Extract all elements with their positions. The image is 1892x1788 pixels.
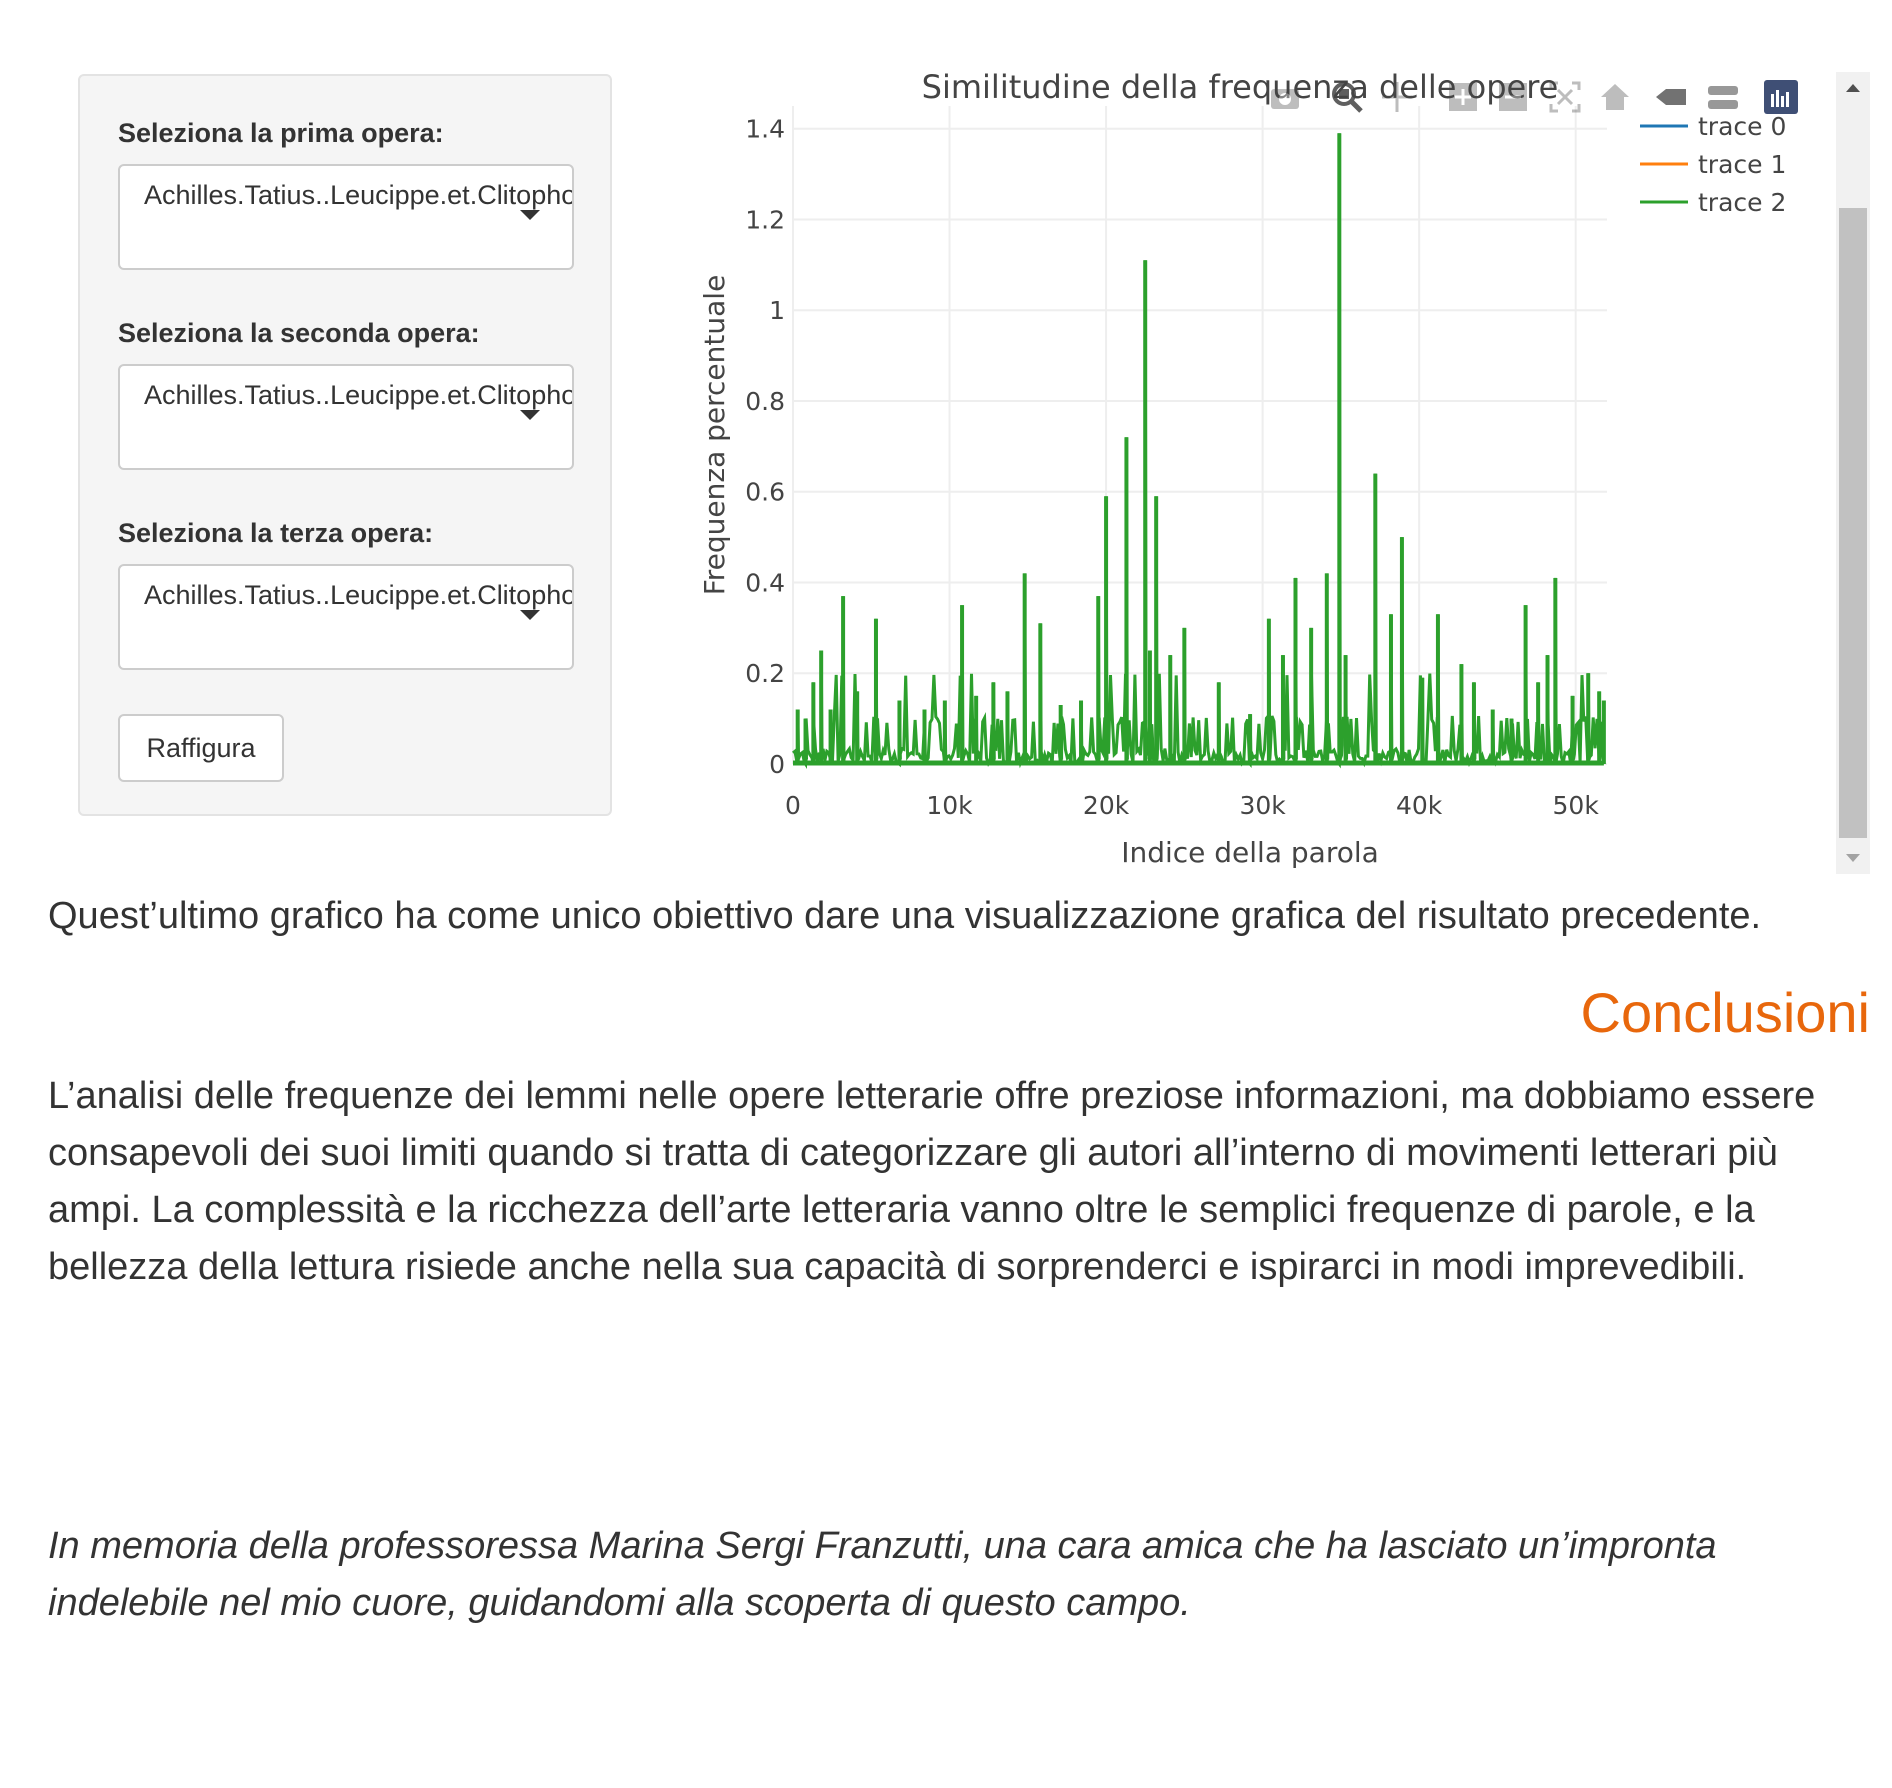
- legend-label-trace-1: trace 1: [1698, 150, 1786, 179]
- frequency-chart[interactable]: 0 0.2 0.4 0.6 0.8 1 1.2 1.4 0 10k 20k 30k 40k 50k Indi…: [680, 60, 1830, 890]
- chevron-down-icon[interactable]: [520, 410, 540, 420]
- x-tick-label: 20k: [1083, 791, 1130, 820]
- y-tick-label: 0: [769, 750, 785, 779]
- y-tick-label: 1: [769, 296, 785, 325]
- second-work-label: Seleziona la seconda opera:: [118, 318, 480, 348]
- autoscale-icon[interactable]: [1548, 80, 1582, 114]
- chart-title: Similitudine della frequenza delle opere: [922, 68, 1559, 106]
- x-tick-label: 30k: [1239, 791, 1286, 820]
- y-tick-label: 1.2: [745, 205, 785, 234]
- zoom-in-icon[interactable]: [1446, 80, 1480, 114]
- first-work-label: Seleziona la prima opera:: [118, 118, 444, 148]
- x-tick-label: 10k: [926, 791, 973, 820]
- third-work-value: Achilles.Tatius..Leucippe.et.Clitophon: [144, 580, 574, 610]
- x-tick-label: 40k: [1396, 791, 1443, 820]
- home-icon[interactable]: [1598, 80, 1632, 114]
- third-work-select[interactable]: Achilles.Tatius..Leucippe.et.Clitophon: [118, 564, 574, 670]
- input-sidebar-panel: Seleziona la prima opera: Achilles.Tatiu…: [78, 74, 612, 816]
- y-tick-label: 0.8: [745, 387, 785, 416]
- spike-lines-icon[interactable]: [1654, 80, 1688, 114]
- scrollbar[interactable]: [1836, 72, 1870, 874]
- compare-hover-icon[interactable]: [1706, 80, 1740, 114]
- y-tick-label: 0.6: [745, 478, 785, 507]
- camera-icon[interactable]: [1268, 80, 1302, 114]
- chevron-down-icon[interactable]: [520, 210, 540, 220]
- x-tick-label: 50k: [1553, 791, 1600, 820]
- y-tick-label: 1.4: [745, 115, 785, 144]
- memorial-paragraph: In memoria della professoressa Marina Se…: [48, 1525, 1717, 1624]
- scrollbar-thumb[interactable]: [1839, 208, 1867, 838]
- chevron-down-icon[interactable]: [520, 610, 540, 620]
- y-axis-title: Frequenza percentuale: [698, 275, 731, 596]
- first-work-select[interactable]: Achilles.Tatius..Leucippe.et.Clitophon: [118, 164, 574, 270]
- series-line-trace-2: [792, 133, 1605, 769]
- y-tick-label: 0.2: [745, 659, 785, 688]
- second-work-select[interactable]: Achilles.Tatius..Leucippe.et.Clitophon: [118, 364, 574, 470]
- chart-description-paragraph: Quest’ultimo grafico ha come unico obiet…: [48, 895, 1762, 937]
- third-work-label: Seleziona la terza opera:: [118, 518, 434, 548]
- plotly-logo-icon[interactable]: [1764, 80, 1798, 114]
- conclusions-paragraph: L’analisi delle frequenze dei lemmi nell…: [48, 1075, 1816, 1288]
- draw-button[interactable]: Raffigura: [118, 714, 284, 782]
- x-axis-title: Indice della parola: [1121, 836, 1379, 869]
- zoom-out-icon[interactable]: [1496, 80, 1530, 114]
- legend-label-trace-0: trace 0: [1698, 112, 1786, 141]
- conclusions-heading: Conclusioni: [1580, 981, 1871, 1044]
- pan-icon[interactable]: [1380, 80, 1414, 114]
- second-work-value: Achilles.Tatius..Leucippe.et.Clitophon: [144, 380, 574, 410]
- y-tick-label: 0.4: [745, 568, 785, 597]
- scroll-down-arrow-icon[interactable]: [1846, 854, 1860, 862]
- x-tick-label: 0: [785, 791, 801, 820]
- legend-label-trace-2: trace 2: [1698, 188, 1786, 217]
- scroll-up-arrow-icon[interactable]: [1846, 84, 1860, 92]
- zoom-icon[interactable]: [1330, 80, 1364, 114]
- first-work-value: Achilles.Tatius..Leucippe.et.Clitophon: [144, 180, 574, 210]
